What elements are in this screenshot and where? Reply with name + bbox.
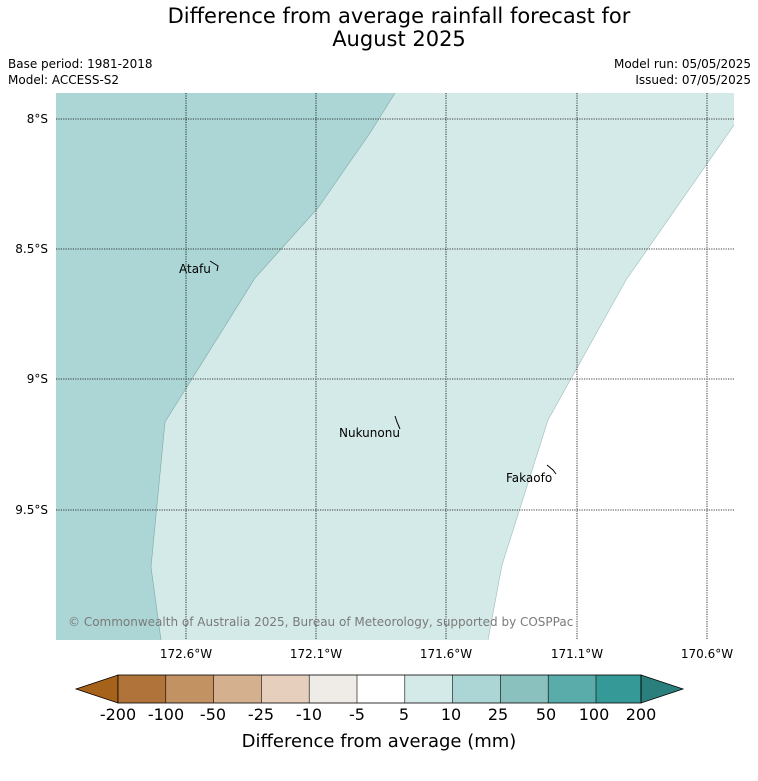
model-info: Base period: 1981-2018 Model: ACCESS-S2 bbox=[8, 56, 153, 88]
colorbar-segment bbox=[309, 675, 357, 703]
issued-text: Issued: 07/05/2025 bbox=[635, 73, 751, 87]
lat-label: 8°S bbox=[27, 112, 48, 126]
lat-label: 8.5°S bbox=[15, 242, 48, 256]
base-period-text: Base period: 1981-2018 bbox=[8, 57, 153, 71]
colorbar-label: Difference from average (mm) bbox=[242, 731, 517, 752]
copyright-text: © Commonwealth of Australia 2025, Bureau… bbox=[68, 615, 573, 629]
place-label-nukunonu: Nukunonu bbox=[339, 426, 400, 440]
colorbar-segment bbox=[165, 675, 214, 703]
colorbar-segment bbox=[500, 675, 549, 703]
place-label-atafu: Atafu bbox=[179, 262, 211, 276]
colorbar-tick-label: -50 bbox=[200, 705, 226, 724]
colorbar-segment bbox=[261, 675, 310, 703]
map-area: Atafu Nukunonu Fakaofo © Commonwealth of… bbox=[56, 93, 734, 640]
colorbar-tick-label: 10 bbox=[441, 705, 461, 724]
colorbar-extend-low bbox=[74, 674, 119, 704]
lon-label: 172.6°W bbox=[160, 647, 212, 661]
colorbar-tick-label: 25 bbox=[488, 705, 508, 724]
colorbar-tick-label: 50 bbox=[536, 705, 556, 724]
colorbar-segment bbox=[118, 675, 166, 703]
colorbar-segment bbox=[548, 675, 596, 703]
title-line-1: Difference from average rainfall forecas… bbox=[167, 4, 631, 28]
colorbar-tick-label: -100 bbox=[148, 705, 184, 724]
lon-label: 171.1°W bbox=[551, 647, 603, 661]
gridlines bbox=[56, 93, 734, 640]
colorbar-dividers bbox=[165, 675, 597, 703]
colorbar-tick-label: 200 bbox=[626, 705, 657, 724]
fakaofo-atoll-shape bbox=[546, 464, 557, 475]
lat-label: 9°S bbox=[27, 372, 48, 386]
colorbar-tick-label: -5 bbox=[349, 705, 365, 724]
lon-label: 172.1°W bbox=[290, 647, 342, 661]
lat-label: 9.5°S bbox=[15, 503, 48, 517]
title-line-2: August 2025 bbox=[332, 27, 466, 51]
colorbar-segment bbox=[357, 675, 405, 703]
colorbar-extend-high bbox=[640, 674, 685, 704]
colorbar: -200 -100 -50 -25 -10 -5 5 10 25 50 100 … bbox=[74, 674, 685, 752]
atafu-atoll-shape bbox=[209, 260, 219, 272]
colorbar-tick-label: -10 bbox=[296, 705, 322, 724]
nukunonu-atoll-shape bbox=[394, 415, 401, 430]
lon-label: 170.6°W bbox=[681, 647, 733, 661]
colorbar-ticks: -200 -100 -50 -25 -10 -5 5 10 25 50 100 … bbox=[100, 705, 656, 724]
colorbar-tick-label: 100 bbox=[579, 705, 610, 724]
map-title: Difference from average rainfall forecas… bbox=[0, 5, 758, 51]
atoll-outlines bbox=[209, 260, 557, 475]
longitude-labels: 172.6°W 172.1°W 171.6°W 171.1°W 170.6°W bbox=[160, 647, 733, 661]
zone-10-to-25 bbox=[56, 93, 395, 640]
model-name-text: Model: ACCESS-S2 bbox=[8, 73, 120, 87]
colorbar-tick-label: 5 bbox=[399, 705, 409, 724]
colorbar-segment bbox=[213, 675, 262, 703]
colorbar-frame bbox=[117, 674, 642, 704]
model-run-text: Model run: 05/05/2025 bbox=[613, 57, 751, 71]
latitude-labels: 8°S 8.5°S 9°S 9.5°S bbox=[15, 112, 48, 517]
colorbar-tick-label: -25 bbox=[248, 705, 274, 724]
place-label-fakaofo: Fakaofo bbox=[506, 471, 552, 485]
colorbar-tick-label: -200 bbox=[100, 705, 136, 724]
colorbar-segment bbox=[404, 675, 453, 703]
lon-label: 171.6°W bbox=[420, 647, 472, 661]
zone-boundary-outer bbox=[487, 124, 734, 640]
zone-boundary-inner bbox=[150, 93, 396, 640]
colorbar-segment bbox=[596, 675, 641, 703]
colorbar-segment bbox=[452, 675, 501, 703]
run-info: Model run: 05/05/2025 Issued: 07/05/2025 bbox=[614, 56, 751, 88]
